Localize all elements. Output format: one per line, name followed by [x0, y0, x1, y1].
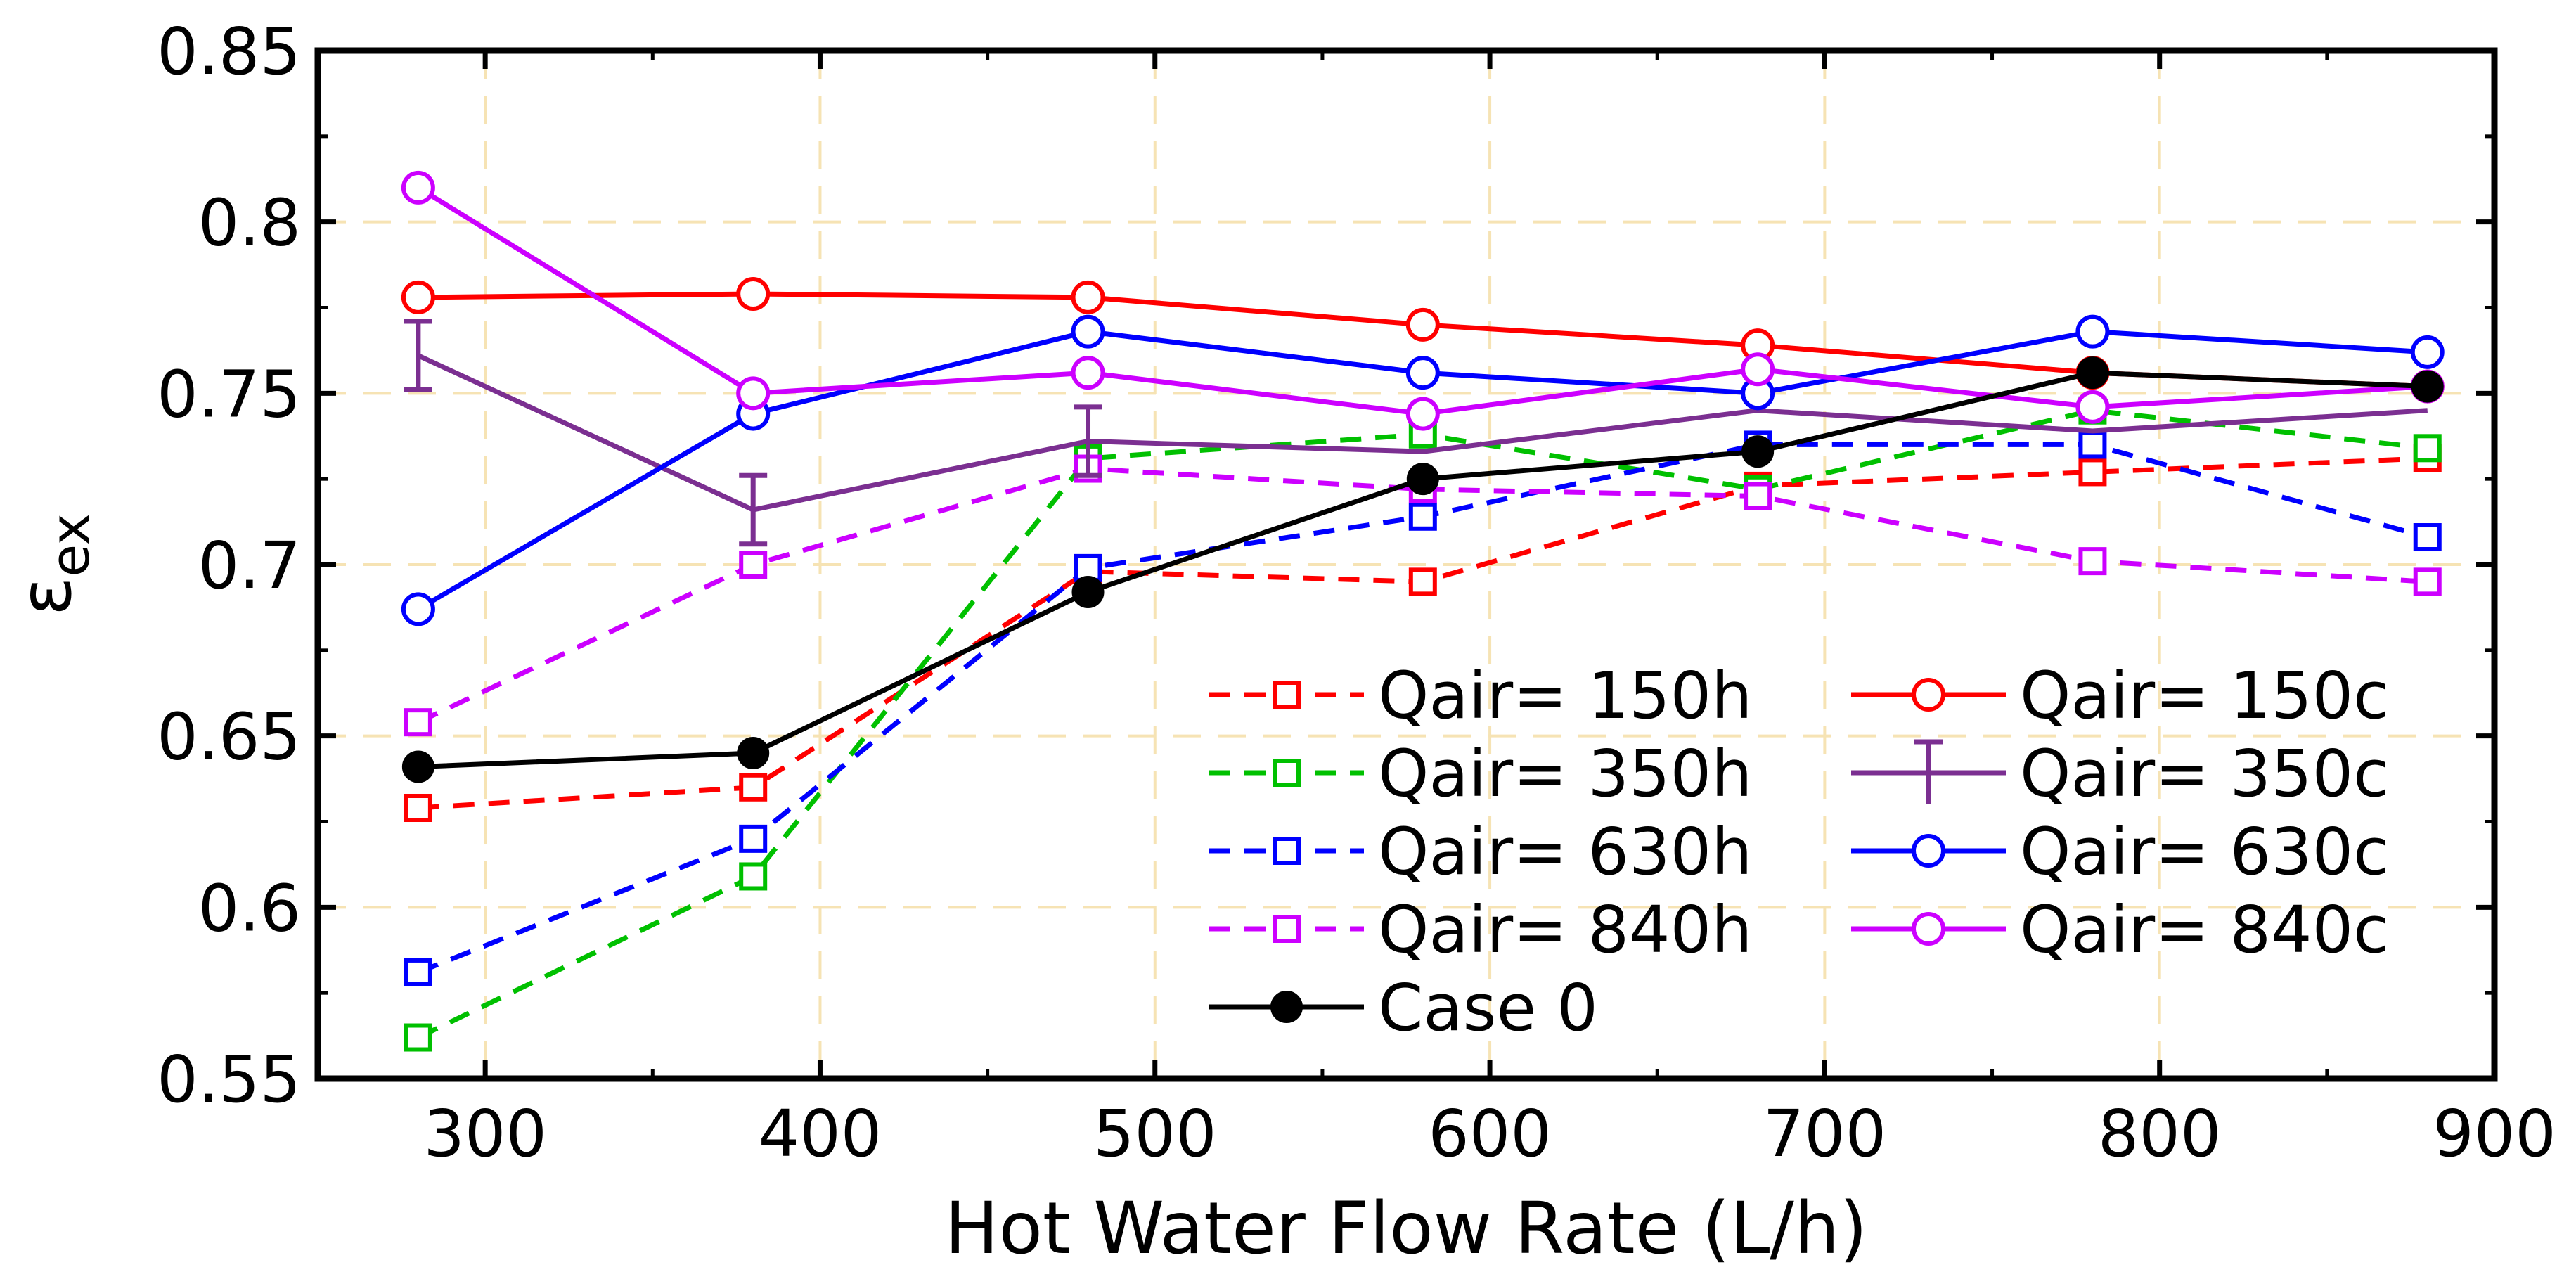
legend-swatch-marker	[1273, 681, 1301, 709]
y-tick-label: 0.8	[198, 186, 301, 261]
data-point	[2410, 335, 2445, 369]
legend-entry: Case 0	[1209, 970, 1598, 1046]
series-7	[401, 314, 2445, 626]
y-tick-label: 0.6	[198, 870, 301, 946]
data-point	[2413, 567, 2442, 596]
data-point	[404, 708, 432, 737]
legend-entry: Qair= 150c	[1851, 658, 2389, 733]
data-point	[404, 958, 432, 986]
x-tick-label: 300	[423, 1096, 547, 1171]
data-point	[1406, 463, 1439, 496]
x-tick-label: 800	[2098, 1096, 2222, 1171]
data-point	[1071, 356, 1105, 390]
legend-entry: Qair= 840h	[1209, 892, 1752, 967]
legend-entry: Qair= 150h	[1209, 658, 1752, 733]
y-axis-title: ε	[4, 577, 88, 616]
y-tick-label: 0.55	[157, 1042, 301, 1117]
y-tick-label: 0.85	[157, 14, 301, 89]
data-point	[1408, 502, 1437, 531]
data-point	[736, 376, 771, 411]
y-tick-label: 0.7	[198, 528, 301, 603]
svg-text:εex: εex	[4, 513, 101, 616]
data-point	[2078, 547, 2107, 576]
ticks: 300 400 500 600 700 800 900 0.55 0.6 0.65 0.7 0.75 0…	[157, 14, 2556, 1171]
y-tick-label: 0.75	[157, 356, 301, 432]
data-point	[401, 170, 435, 205]
data-point	[1408, 567, 1437, 596]
data-point	[401, 592, 435, 626]
y-axis-title-group: εex	[4, 513, 101, 616]
x-tick-label: 400	[759, 1096, 882, 1171]
data-point	[2078, 430, 2107, 459]
data-point	[404, 1023, 432, 1052]
x-axis-title: Hot Water Flow Rate (L/h)	[945, 1187, 1867, 1271]
data-point	[1405, 397, 1440, 431]
x-tick-label: 600	[1428, 1096, 1552, 1171]
data-point	[1071, 280, 1105, 314]
legend-label: Qair= 350h	[1378, 736, 1752, 811]
data-point	[1741, 435, 1775, 468]
data-point	[737, 737, 770, 770]
legend-label: Qair= 840h	[1378, 892, 1752, 967]
y-tick-label: 0.65	[157, 700, 301, 775]
series-layer	[401, 170, 2445, 1052]
data-point	[401, 750, 434, 783]
legend-label: Qair= 150c	[2020, 658, 2389, 733]
legend-swatch-marker	[1270, 991, 1303, 1023]
legend-entry: Qair= 350h	[1209, 736, 1752, 811]
legend-swatch-marker	[1273, 915, 1301, 943]
data-point	[2413, 523, 2442, 552]
legend-entry: Qair= 630c	[1851, 814, 2389, 889]
data-point	[401, 280, 435, 314]
data-point	[404, 794, 432, 823]
data-point	[1405, 307, 1440, 342]
legend-swatch-marker	[1273, 837, 1301, 865]
x-tick-label: 700	[1763, 1096, 1887, 1171]
data-point	[2076, 356, 2109, 390]
data-point	[739, 773, 768, 802]
data-point	[1071, 575, 1105, 608]
series-4	[401, 356, 2444, 783]
legend-label: Case 0	[1378, 970, 1598, 1046]
legend-label: Qair= 630c	[2020, 814, 2389, 889]
legend-label: Qair= 350c	[2020, 736, 2389, 811]
data-point	[739, 824, 768, 853]
series-6	[404, 319, 2428, 547]
data-point	[2078, 458, 2107, 487]
data-point	[736, 277, 771, 311]
y-axis-title-subscript: ex	[39, 513, 101, 577]
legend-swatch-marker	[1273, 759, 1301, 787]
data-point	[1744, 482, 1772, 510]
legend-swatch-marker	[1912, 912, 1945, 946]
data-point	[2411, 370, 2444, 403]
data-point	[739, 862, 768, 891]
x-tick-label: 500	[1093, 1096, 1217, 1171]
data-point	[739, 551, 768, 579]
legend-label: Qair= 630h	[1378, 814, 1752, 889]
series-8	[401, 170, 2445, 431]
legend-swatch-marker	[1912, 834, 1945, 868]
data-point	[1405, 356, 1440, 390]
legend-entry: Qair= 350c	[1851, 736, 2389, 811]
data-point	[1071, 314, 1105, 349]
legend-entry: Qair= 840c	[1851, 892, 2389, 967]
data-point	[2075, 390, 2110, 424]
data-point	[2075, 314, 2110, 349]
data-point	[2413, 434, 2442, 463]
legend-swatch-marker	[1912, 678, 1945, 712]
x-tick-label: 900	[2433, 1096, 2556, 1171]
data-point	[1741, 352, 1775, 387]
legend-entry: Qair= 630h	[1209, 814, 1752, 889]
legend-label: Qair= 150h	[1378, 658, 1752, 733]
legend-label: Qair= 840c	[2020, 892, 2389, 967]
